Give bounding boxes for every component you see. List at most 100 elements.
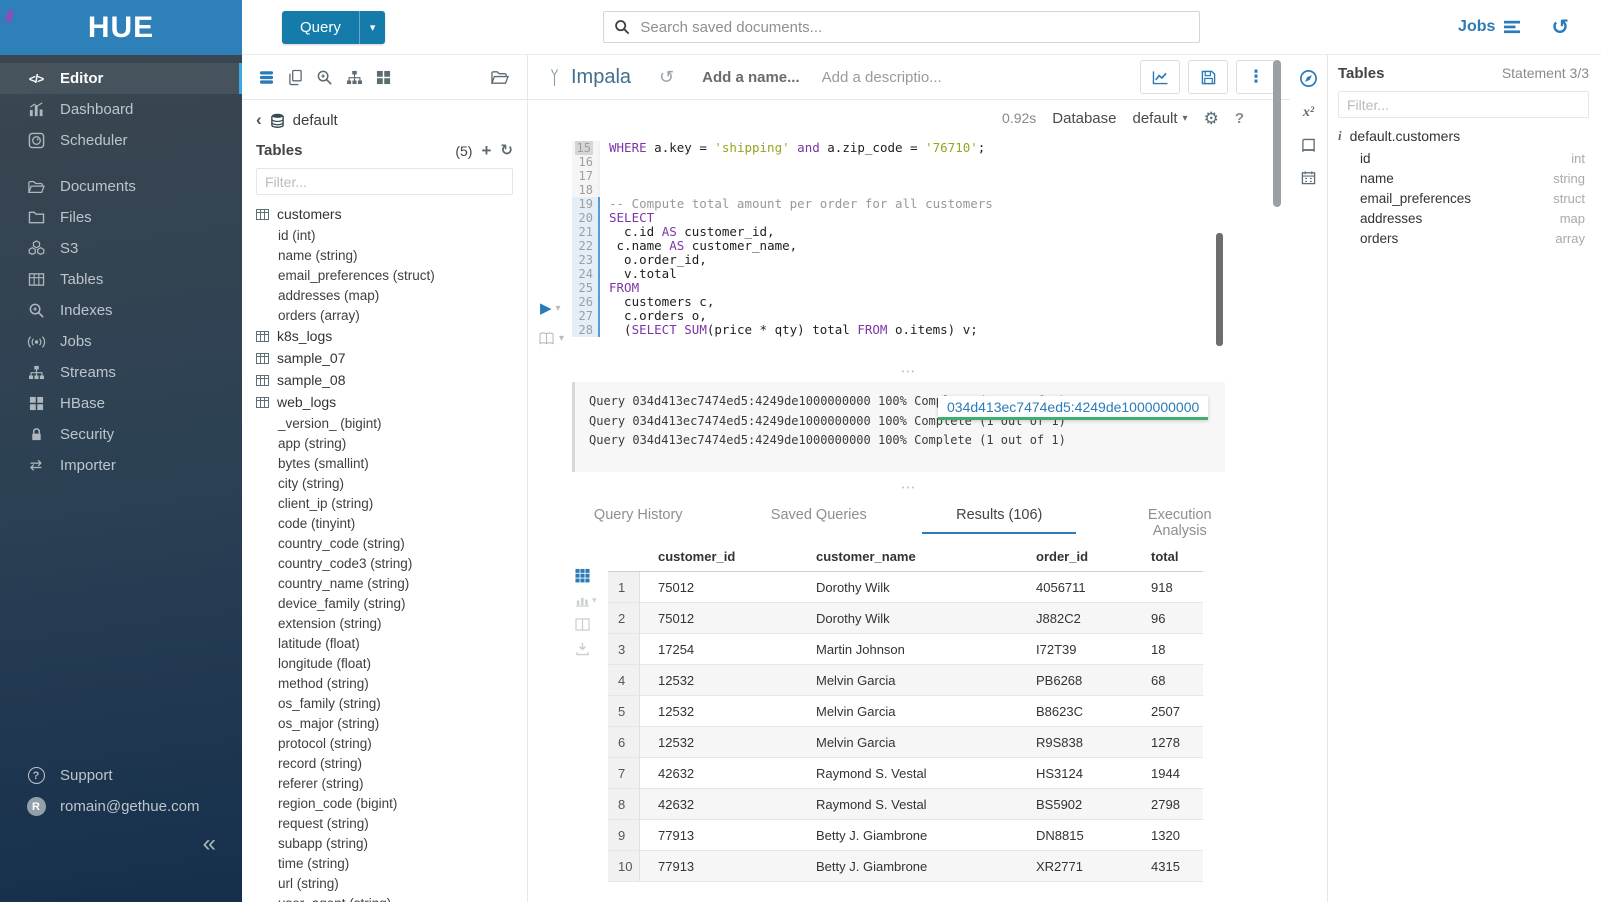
tab[interactable]: Execution Analysis [1090, 498, 1271, 539]
editor-scrollbar[interactable] [1216, 233, 1223, 346]
sitemap-source-icon[interactable] [346, 70, 363, 85]
tree-item[interactable]: country_code3 (string) [256, 553, 513, 573]
sidebar-item-dashboard[interactable]: Dashboard [0, 94, 242, 125]
tree-item[interactable]: request (string) [256, 813, 513, 833]
resize-handle-bottom[interactable]: ⋯ [528, 472, 1290, 498]
sidebar-item-support[interactable]: ? Support [0, 760, 242, 791]
sidebar-item-indexes[interactable]: Indexes [0, 295, 242, 326]
code-editor[interactable]: 15 WHERE a.key = 'shipping' and a.zip_cod… [528, 136, 1290, 346]
tree-item[interactable]: region_code (bigint) [256, 793, 513, 813]
database-dropdown[interactable]: default ▾ [1133, 110, 1188, 127]
tree-item[interactable]: record (string) [256, 753, 513, 773]
chart-view-icon[interactable]: ▾ [575, 594, 597, 607]
grid-view-icon[interactable] [575, 568, 590, 583]
help-icon[interactable]: ? [1234, 109, 1244, 127]
tree-item[interactable]: app (string) [256, 433, 513, 453]
save-button[interactable] [1188, 60, 1228, 94]
column-row[interactable]: email_preferences struct [1338, 188, 1589, 208]
column-row[interactable]: id int [1338, 148, 1589, 168]
sidebar-item-security[interactable]: Security [0, 419, 242, 450]
column-row[interactable]: orders array [1338, 228, 1589, 248]
tree-item[interactable]: email_preferences (struct) [256, 265, 513, 285]
tree-item[interactable]: os_family (string) [256, 693, 513, 713]
tree-item[interactable]: device_family (string) [256, 593, 513, 613]
tree-item[interactable]: subapp (string) [256, 833, 513, 853]
main-scrollbar[interactable] [1273, 60, 1281, 207]
tree-item[interactable]: latitude (float) [256, 633, 513, 653]
sidebar-item-files[interactable]: Files [0, 202, 242, 233]
documents-source-icon[interactable] [288, 69, 303, 86]
tree-item[interactable]: addresses (map) [256, 285, 513, 305]
right-filter-input[interactable] [1338, 91, 1589, 118]
search-input[interactable] [603, 11, 1201, 43]
tree-item[interactable]: country_name (string) [256, 573, 513, 593]
databases-source-icon[interactable] [258, 70, 275, 85]
sidebar-item-s3[interactable]: S3 [0, 233, 242, 264]
new-query-button[interactable]: Query ▾ [282, 10, 386, 44]
column-header[interactable]: order_id [1036, 549, 1089, 564]
tree-item[interactable]: extension (string) [256, 613, 513, 633]
tree-item[interactable]: user_agent (string) [256, 893, 513, 902]
query-description-placeholder[interactable]: Add a descriptio... [821, 68, 942, 86]
tree-item[interactable]: city (string) [256, 473, 513, 493]
tree-item[interactable]: customers [256, 203, 513, 225]
sidebar-item-scheduler[interactable]: Scheduler [0, 125, 242, 156]
column-header[interactable]: customer_id [658, 549, 736, 564]
sidebar-item-importer[interactable]: ⇄ Importer [0, 450, 242, 481]
sidebar-item-user[interactable]: R romain@gethue.com [0, 791, 242, 822]
sidebar-item-hbase[interactable]: HBase [0, 388, 242, 419]
tree-item[interactable]: id (int) [256, 225, 513, 245]
column-row[interactable]: addresses map [1338, 208, 1589, 228]
active-table[interactable]: i default.customers [1338, 128, 1589, 144]
tree-item[interactable]: protocol (string) [256, 733, 513, 753]
tree-item[interactable]: sample_08 [256, 369, 513, 391]
column-header[interactable]: total [1151, 549, 1179, 564]
docs-popup-button[interactable]: ▾ [538, 332, 564, 345]
sidebar-item-documents[interactable]: Documents [0, 171, 242, 202]
query-name-placeholder[interactable]: Add a name... [702, 68, 800, 86]
download-icon[interactable] [575, 642, 590, 656]
tree-item[interactable]: orders (array) [256, 305, 513, 325]
column-row[interactable]: name string [1338, 168, 1589, 188]
history-button[interactable]: ↺ [1551, 17, 1569, 38]
sidebar-item-streams[interactable]: Streams [0, 357, 242, 388]
columns-view-icon[interactable] [575, 618, 590, 631]
tree-item[interactable]: name (string) [256, 245, 513, 265]
tree-item[interactable]: client_ip (string) [256, 493, 513, 513]
hue-logo[interactable]: HUE [0, 0, 242, 55]
sidebar-item-editor[interactable]: </> Editor [0, 63, 242, 94]
column-header[interactable]: customer_name [816, 549, 916, 564]
tree-item[interactable]: country_code (string) [256, 533, 513, 553]
tree-item[interactable]: sample_07 [256, 347, 513, 369]
refresh-icon[interactable]: ↻ [500, 142, 513, 159]
language-docs-icon[interactable] [1300, 138, 1317, 153]
tree-item[interactable]: code (tinyint) [256, 513, 513, 533]
resize-handle-top[interactable]: ⋯ [528, 346, 1290, 382]
query-button-caret[interactable]: ▾ [358, 10, 386, 44]
tree-item[interactable]: time (string) [256, 853, 513, 873]
zoom-in-icon[interactable] [316, 69, 333, 86]
tree-item[interactable]: method (string) [256, 673, 513, 693]
add-table-button[interactable]: + [481, 141, 492, 160]
tree-item[interactable]: referer (string) [256, 773, 513, 793]
chart-button[interactable] [1140, 60, 1180, 94]
sidebar-item-tables[interactable]: Tables [0, 264, 242, 295]
tree-item[interactable]: bytes (smallint) [256, 453, 513, 473]
tab[interactable]: Query History [548, 498, 729, 536]
tree-item[interactable]: web_logs [256, 391, 513, 413]
apps-grid-icon[interactable] [376, 70, 391, 85]
query-history-icon[interactable]: ↺ [659, 67, 675, 87]
assist-filter-input[interactable] [256, 168, 513, 195]
tree-item[interactable]: os_major (string) [256, 713, 513, 733]
functions-icon[interactable]: x² [1302, 105, 1315, 120]
settings-gear-icon[interactable]: ⚙ [1203, 108, 1219, 128]
sidebar-item-jobs[interactable]: Jobs [0, 326, 242, 357]
jobs-link[interactable]: Jobs [1458, 18, 1521, 36]
more-actions-button[interactable]: ⋮ [1236, 60, 1276, 94]
explorer-compass-icon[interactable] [1299, 69, 1318, 88]
tab[interactable]: Saved Queries [729, 498, 910, 536]
projects-folder-icon[interactable] [490, 69, 509, 86]
tab[interactable]: Results (106) [909, 498, 1090, 536]
tree-item[interactable]: longitude (float) [256, 653, 513, 673]
schedule-calendar-icon[interactable] [1301, 170, 1316, 185]
